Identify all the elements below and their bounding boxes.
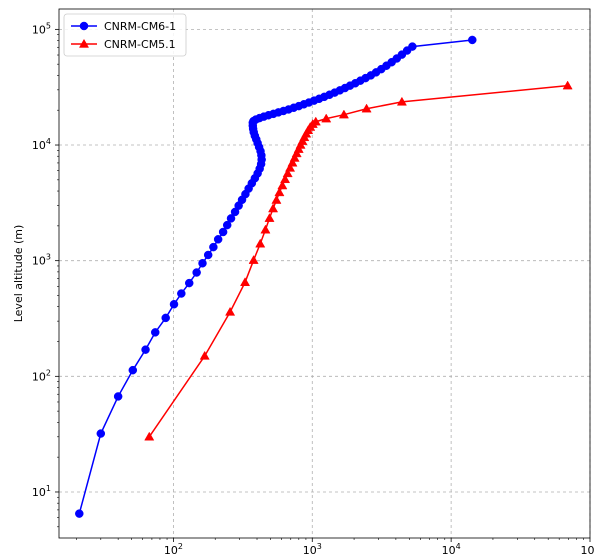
legend: CNRM-CM6-1 CNRM-CM5.1 [63,13,187,57]
legend-item: CNRM-CM6-1 [71,20,176,33]
legend-label: CNRM-CM6-1 [104,20,176,33]
y-tick-label: 102 [32,368,51,383]
data-point [78,38,90,48]
x-tick-label: 102 [164,542,183,556]
axis-ticks: 102 103 104 105 101 102 103 104 105 [32,21,595,556]
plot-frame [58,8,591,539]
data-point [562,80,573,90]
y-axis-label: Level altitude (m) [12,225,25,323]
data-point [177,289,186,298]
data-point [277,180,288,190]
data-point [338,109,349,119]
data-point [274,187,285,197]
data-point [361,103,372,113]
series-cnrm-cm6-1 [75,35,477,518]
data-point [396,96,407,106]
data-point [192,268,201,277]
data-point [144,431,155,441]
data-point [79,21,89,31]
data-point [291,148,302,158]
y-tick-label: 103 [32,253,51,268]
x-tick-label: 105 [580,542,595,556]
data-point [199,350,210,360]
data-point [280,174,291,184]
data-point [96,429,106,438]
data-point [264,213,275,222]
series-layer [75,35,573,518]
data-point [198,258,207,268]
data-point [209,242,218,252]
data-point [310,116,321,126]
series-cnrm-cm5-1 [144,80,573,441]
data-point [321,113,332,123]
data-point [255,238,266,248]
y-tick-label: 101 [32,484,51,499]
data-point [151,328,160,337]
data-point [218,227,228,237]
legend-box [63,13,187,57]
data-point [408,42,417,51]
data-point [113,392,123,401]
y-tick-label: 104 [32,137,51,152]
x-tick-label: 104 [442,542,461,556]
data-point [285,162,296,172]
data-point [468,35,477,45]
data-point [271,194,282,204]
data-point [169,299,179,309]
data-point [161,313,170,323]
data-point [141,345,150,354]
data-point [203,250,213,260]
legend-item: CNRM-CM5.1 [71,38,176,51]
data-point [225,306,236,316]
data-point [75,509,84,518]
legend-label: CNRM-CM5.1 [104,38,176,51]
data-point [289,152,300,162]
data-point [128,365,138,375]
data-point [222,220,232,230]
data-point [213,235,223,244]
data-point [184,278,194,288]
data-point [248,255,259,264]
data-point [226,214,236,223]
data-point [282,168,293,178]
data-point [268,203,279,213]
data-point [240,277,251,287]
x-tick-label: 103 [303,542,322,556]
y-tick-label: 105 [32,21,51,36]
data-point [260,224,271,234]
data-point [287,157,298,167]
